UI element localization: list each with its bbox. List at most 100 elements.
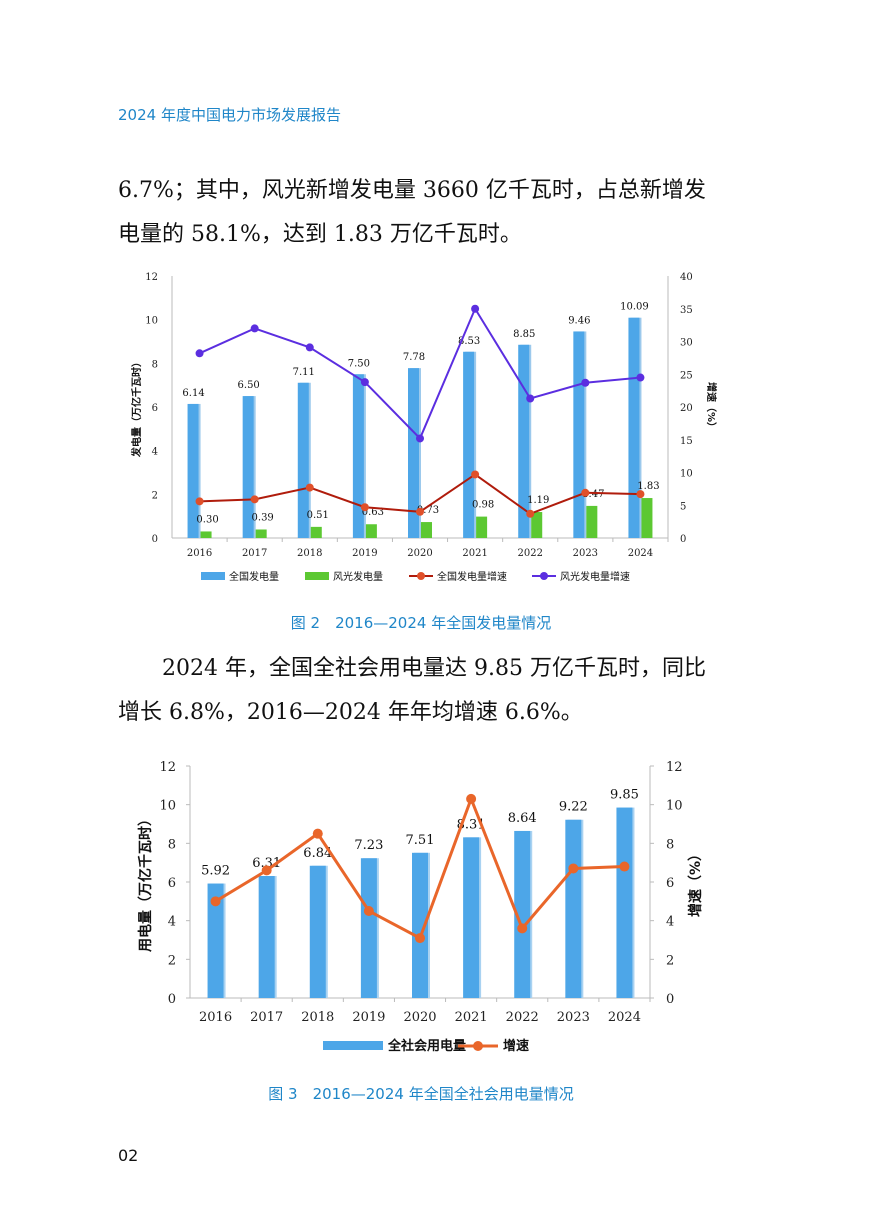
y2-tick-label: 0 [666,992,674,1007]
growth-total-point [526,509,535,518]
growth-point [210,896,221,907]
bar-consumption [514,830,531,998]
x-tick-label: 2024 [608,1010,641,1025]
bar-total-label: 7.78 [403,352,425,363]
bar-renewable [421,522,432,538]
bar-renewable-label: 0.73 [417,505,439,516]
y-tick-label: 8 [168,837,176,852]
x-tick-label: 2019 [352,548,377,559]
y2-tick-label: 15 [680,436,693,447]
bar-total [352,374,364,538]
y2-tick-label: 6 [666,876,674,891]
growth-point [619,861,630,872]
legend-renewable-swatch [305,572,329,580]
y-tick-label: 2 [152,490,158,501]
x-tick-label: 2017 [242,548,267,559]
y-tick-label: 12 [145,272,158,283]
bar-total [408,368,419,538]
bar-consumption-label: 7.23 [354,838,383,853]
report-header: 2024 年度中国电力市场发展报告 [118,106,341,124]
bar-renewable-label: 0.51 [307,510,329,521]
x-tick-label: 2021 [462,548,487,559]
bar-total-label: 10.09 [620,302,649,313]
bar-total [297,382,309,538]
bar-renewable [255,529,267,538]
paragraph-2-line-1: 2024 年，全国全社会用电量达 9.85 万亿千瓦时，同比 [162,656,706,681]
growth-point [517,923,528,934]
y-axis-title: 用电量（万亿千瓦时） [137,812,154,952]
page-number: 02 [118,1146,139,1165]
growth-renewable-point [416,434,424,443]
y-tick-label: 10 [159,799,176,814]
paragraph-2: 2024 年，全国全社会用电量达 9.85 万亿千瓦时，同比 增长 6.8%，2… [118,647,758,735]
legend-consumption-label: 全社会用电量 [387,1038,466,1054]
bar-consumption [616,807,633,998]
growth-renewable-point [305,343,314,352]
x-tick-label: 2021 [455,1010,488,1025]
bar-total-label: 7.11 [293,367,315,378]
y-tick-label: 0 [152,534,158,545]
bar-consumption [207,883,224,998]
bar-total [573,331,585,538]
bar-renewable-label: 1.19 [527,495,549,506]
legend-consumption-swatch [323,1041,383,1050]
figure-2-caption: 图 2 2016—2024 年全国发电量情况 [290,614,552,632]
y-tick-label: 4 [152,447,158,458]
x-tick-label: 2022 [506,1010,539,1025]
y2-tick-label: 10 [680,469,693,480]
y2-tick-label: 25 [680,370,693,381]
bar-renewable-label: 0.39 [252,512,274,523]
y-tick-label: 12 [159,760,176,775]
y-tick-label: 2 [168,953,176,968]
x-tick-label: 2018 [297,548,322,559]
legend-growth-renewable-label: 风光发电量增速 [560,570,630,583]
growth-point [363,906,374,916]
growth-renewable-point [471,304,480,313]
growth-total-point [195,497,204,506]
growth-point [312,828,323,839]
paragraph-2-line-2: 增长 6.8%，2016—2024 年年均增速 6.6%。 [118,700,583,725]
bar-renewable-label: 1.83 [637,481,659,492]
growth-point [261,865,272,876]
x-tick-label: 2020 [407,548,432,559]
legend-growth-total-label: 全国发电量增速 [437,570,507,583]
y2-tick-label: 12 [666,760,683,775]
growth-renewable-point [526,394,535,403]
legend-growth-renewable-marker [540,572,548,580]
chart-consumption: 0 2 4 6 8 10 12 0 2 4 6 8 10 12 2016 2017 2018 2019 2020 20… [137,760,704,1054]
y-tick-label: 4 [168,915,176,930]
y2-tick-label: 5 [680,501,686,512]
legend-growth-marker [473,1041,483,1051]
paragraph-1: 6.7%；其中，风光新增发电量 3660 亿千瓦时，占总新增发 电量的 58.1… [118,169,758,257]
bar-renewable [531,512,543,538]
bar-renewable [310,526,322,538]
bar-total-label: 9.46 [568,315,590,326]
bar-total [242,396,254,538]
bar-consumption-label: 5.92 [201,864,230,879]
x-tick-label: 2016 [199,1010,232,1025]
growth-total-point [360,503,369,512]
bar-total-label: 6.50 [238,380,260,391]
bar-total-label: 6.14 [182,388,204,399]
growth-renewable-point [360,378,369,387]
figure-3-caption: 图 3 2016—2024 年全国全社会用电量情况 [268,1085,574,1103]
bar-total-label: 8.85 [513,329,535,340]
bar-consumption-label: 6.31 [252,856,281,871]
growth-total-point [471,470,480,479]
legend-renewable-label: 风光发电量 [333,570,383,583]
y2-axis-title: 增速（%） [705,382,718,432]
y2-tick-label: 4 [666,915,674,930]
bar-consumption-label: 9.22 [559,800,588,815]
paragraph-1-line-2: 电量的 58.1%，达到 1.83 万亿千瓦时。 [118,222,522,247]
bar-renewable [476,516,488,538]
growth-point [568,863,579,874]
growth-point [415,933,425,944]
bar-consumption [412,852,428,998]
bar-consumption [360,858,377,998]
bar-renewable [200,531,212,538]
bar-total-label: 7.50 [348,358,370,369]
legend-growth-label: 增速 [503,1038,529,1054]
y-tick-label: 10 [145,316,158,327]
bar-consumption-label: 9.85 [610,788,639,803]
legend-growth-total-marker [417,572,425,580]
